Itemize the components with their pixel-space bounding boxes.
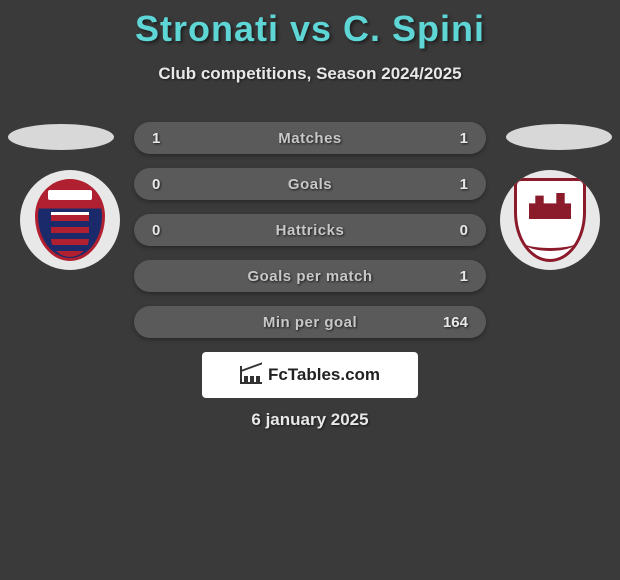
stat-row-hattricks: 0 Hattricks 0 [134,214,486,246]
stat-row-matches: 1 Matches 1 [134,122,486,154]
subtitle: Club competitions, Season 2024/2025 [0,64,620,84]
stat-row-min-per-goal: Min per goal 164 [134,306,486,338]
stat-left-value: 0 [152,222,182,239]
trapani-crest-icon [514,178,586,262]
stat-left-value: 0 [152,176,182,193]
stats-panel: 1 Matches 1 0 Goals 1 0 Hattricks 0 Goal… [134,122,486,352]
stat-right-value: 1 [438,176,468,193]
team-badge-right [500,170,600,270]
crotone-crest-icon [35,179,105,261]
chart-icon [240,366,262,384]
stat-label: Matches [134,130,486,147]
brand-logo[interactable]: FcTables.com [202,352,418,398]
shadow-ellipse-right [506,124,612,150]
stat-row-goals-per-match: Goals per match 1 [134,260,486,292]
stat-label: Min per goal [134,314,486,331]
stat-label: Hattricks [134,222,486,239]
shadow-ellipse-left [8,124,114,150]
stat-right-value: 0 [438,222,468,239]
stat-right-value: 1 [438,130,468,147]
date-label: 6 january 2025 [0,410,620,430]
page-title: Stronati vs C. Spini [0,0,620,50]
stat-label: Goals [134,176,486,193]
stat-row-goals: 0 Goals 1 [134,168,486,200]
stat-label: Goals per match [134,268,486,285]
stat-right-value: 1 [438,268,468,285]
brand-label: FcTables.com [268,365,380,385]
stat-left-value: 1 [152,130,182,147]
stat-right-value: 164 [438,314,468,331]
team-badge-left [20,170,120,270]
